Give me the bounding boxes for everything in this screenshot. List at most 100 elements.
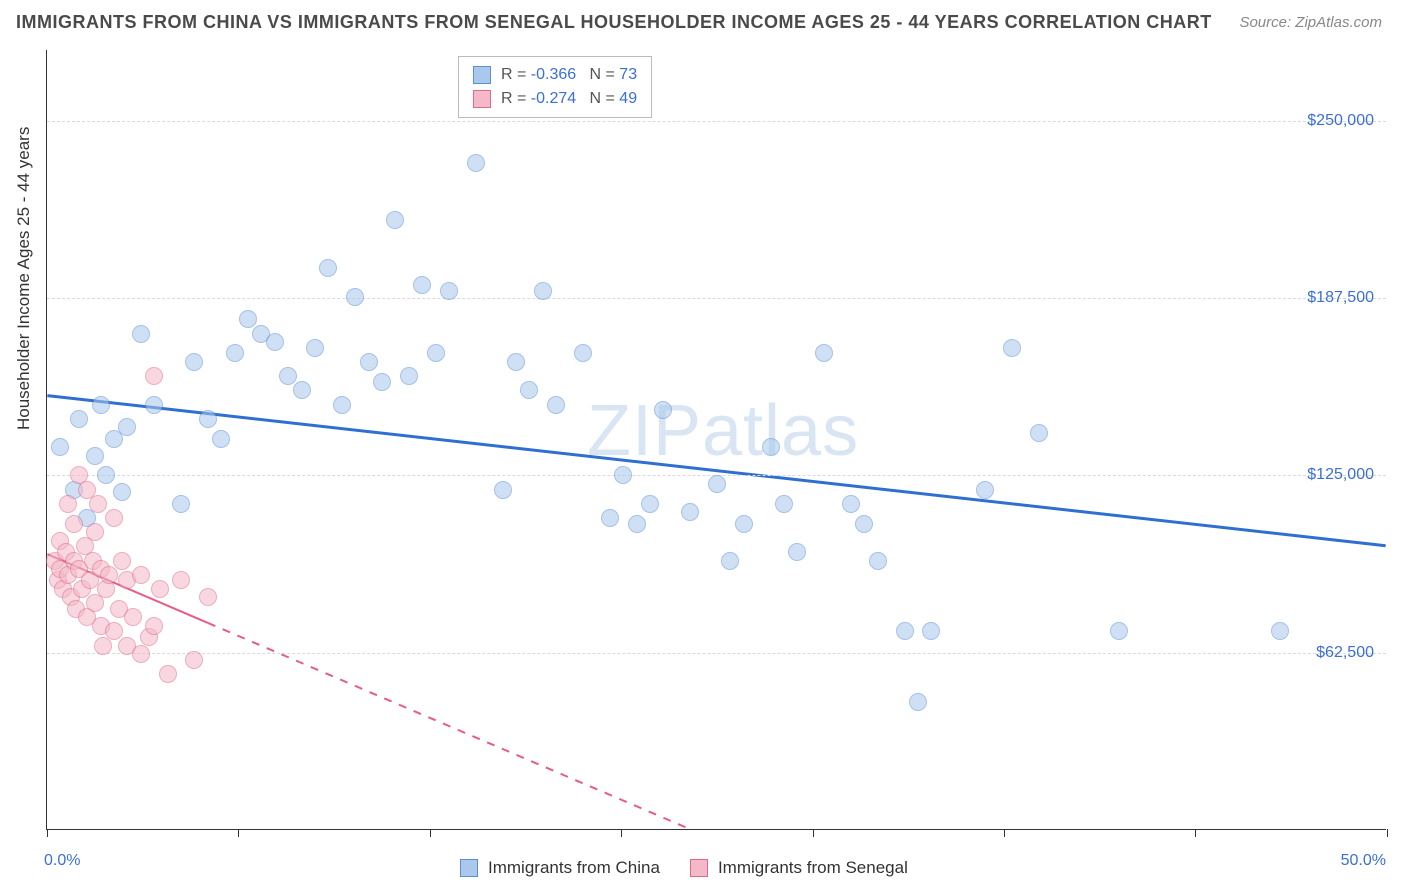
data-point <box>413 276 431 294</box>
data-point <box>654 401 672 419</box>
correlation-stats: R = -0.274 N = 49 <box>501 87 637 111</box>
data-point <box>105 622 123 640</box>
data-point <box>172 571 190 589</box>
data-point <box>293 381 311 399</box>
series-legend-label: Immigrants from China <box>488 856 660 880</box>
data-point <box>1030 424 1048 442</box>
data-point <box>386 211 404 229</box>
data-point <box>1003 339 1021 357</box>
data-point <box>105 509 123 527</box>
x-tick <box>813 829 814 837</box>
y-axis-title: Householder Income Ages 25 - 44 years <box>14 127 34 430</box>
data-point <box>226 344 244 362</box>
plot-area: ZIPatlas $62,500 $125,000 $187,500 $250,000 <box>46 50 1386 830</box>
x-tick <box>1195 829 1196 837</box>
data-point <box>574 344 592 362</box>
data-point <box>199 410 217 428</box>
y-tick-label: $250,000 <box>1307 112 1374 130</box>
data-point <box>113 483 131 501</box>
data-point <box>132 566 150 584</box>
data-point <box>762 438 780 456</box>
data-point <box>319 259 337 277</box>
data-point <box>922 622 940 640</box>
data-point <box>507 353 525 371</box>
data-point <box>132 325 150 343</box>
data-point <box>869 552 887 570</box>
data-point <box>97 466 115 484</box>
data-point <box>151 580 169 598</box>
legend-swatch <box>460 859 478 877</box>
data-point <box>346 288 364 306</box>
data-point <box>266 333 284 351</box>
legend-swatch <box>473 66 491 84</box>
data-point <box>494 481 512 499</box>
data-point <box>306 339 324 357</box>
series-legend-item: Immigrants from China <box>460 856 660 880</box>
data-point <box>896 622 914 640</box>
data-point <box>735 515 753 533</box>
data-point <box>708 475 726 493</box>
data-point <box>1271 622 1289 640</box>
data-point <box>212 430 230 448</box>
y-tick-label: $62,500 <box>1316 644 1374 662</box>
data-point <box>59 495 77 513</box>
gridline <box>47 298 1386 299</box>
data-point <box>89 495 107 513</box>
correlation-legend-row: R = -0.274 N = 49 <box>473 87 637 111</box>
data-point <box>815 344 833 362</box>
x-axis-min-label: 0.0% <box>44 852 80 870</box>
data-point <box>124 608 142 626</box>
data-point <box>239 310 257 328</box>
data-point <box>681 503 699 521</box>
correlation-legend: R = -0.366 N = 73R = -0.274 N = 49 <box>458 56 652 118</box>
gridline <box>47 121 1386 122</box>
data-point <box>1110 622 1128 640</box>
data-point <box>400 367 418 385</box>
series-legend-label: Immigrants from Senegal <box>718 856 908 880</box>
data-point <box>118 418 136 436</box>
data-point <box>145 396 163 414</box>
data-point <box>185 353 203 371</box>
data-point <box>520 381 538 399</box>
data-point <box>641 495 659 513</box>
data-point <box>440 282 458 300</box>
data-point <box>86 523 104 541</box>
data-point <box>614 466 632 484</box>
y-tick-label: $187,500 <box>1307 289 1374 307</box>
data-point <box>132 645 150 663</box>
x-tick <box>1004 829 1005 837</box>
data-point <box>199 588 217 606</box>
x-tick <box>238 829 239 837</box>
data-point <box>145 617 163 635</box>
x-tick <box>430 829 431 837</box>
x-tick <box>621 829 622 837</box>
data-point <box>279 367 297 385</box>
data-point <box>333 396 351 414</box>
series-legend-item: Immigrants from Senegal <box>690 856 908 880</box>
x-axis-max-label: 50.0% <box>1341 852 1386 870</box>
watermark: ZIPatlas <box>587 390 859 472</box>
data-point <box>51 438 69 456</box>
data-point <box>65 515 83 533</box>
data-point <box>159 665 177 683</box>
data-point <box>185 651 203 669</box>
x-tick <box>47 829 48 837</box>
data-point <box>842 495 860 513</box>
data-point <box>601 509 619 527</box>
data-point <box>467 154 485 172</box>
gridline <box>47 653 1386 654</box>
correlation-stats: R = -0.366 N = 73 <box>501 63 637 87</box>
correlation-legend-row: R = -0.366 N = 73 <box>473 63 637 87</box>
data-point <box>534 282 552 300</box>
data-point <box>86 447 104 465</box>
trend-lines-layer <box>47 50 1386 829</box>
data-point <box>172 495 190 513</box>
chart-title: IMMIGRANTS FROM CHINA VS IMMIGRANTS FROM… <box>16 12 1212 33</box>
y-tick-label: $125,000 <box>1307 466 1374 484</box>
data-point <box>145 367 163 385</box>
legend-swatch <box>473 90 491 108</box>
x-tick <box>1387 829 1388 837</box>
data-point <box>113 552 131 570</box>
data-point <box>70 410 88 428</box>
series-legend: Immigrants from China Immigrants from Sen… <box>460 856 908 880</box>
